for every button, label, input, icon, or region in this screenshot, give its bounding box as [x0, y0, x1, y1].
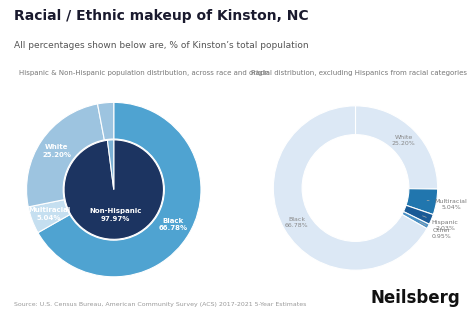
- Text: White
25.20%: White 25.20%: [392, 135, 416, 146]
- Text: Multiracial
5.04%: Multiracial 5.04%: [28, 207, 70, 221]
- Wedge shape: [98, 102, 114, 140]
- Text: White
25.20%: White 25.20%: [42, 144, 71, 158]
- Wedge shape: [406, 189, 438, 215]
- Wedge shape: [27, 104, 104, 207]
- Wedge shape: [403, 205, 433, 224]
- Text: Neilsberg: Neilsberg: [370, 289, 460, 307]
- Text: Other
0.95%: Other 0.95%: [419, 222, 451, 239]
- Text: All percentages shown below are, % of Kinston’s total population: All percentages shown below are, % of Ki…: [14, 41, 309, 50]
- Text: Black
66.78%: Black 66.78%: [285, 217, 309, 228]
- Text: Black
66.78%: Black 66.78%: [159, 217, 188, 231]
- Wedge shape: [38, 102, 201, 277]
- Text: Hispanic
2.03%: Hispanic 2.03%: [423, 216, 458, 231]
- Text: Hispanic & Non-Hispanic population distribution, across race and origin: Hispanic & Non-Hispanic population distr…: [19, 70, 269, 76]
- Text: Racial / Ethnic makeup of Kinston, NC: Racial / Ethnic makeup of Kinston, NC: [14, 9, 309, 23]
- Wedge shape: [402, 212, 429, 228]
- Wedge shape: [108, 140, 114, 190]
- Text: Source: U.S. Census Bureau, American Community Survey (ACS) 2017-2021 5-Year Est: Source: U.S. Census Bureau, American Com…: [14, 301, 307, 307]
- Wedge shape: [64, 140, 164, 239]
- Wedge shape: [356, 106, 438, 189]
- Text: Multiracial
5.04%: Multiracial 5.04%: [427, 199, 467, 210]
- Wedge shape: [28, 200, 70, 233]
- Wedge shape: [273, 106, 427, 270]
- Text: Racial distribution, excluding Hispanics from racial categories: Racial distribution, excluding Hispanics…: [251, 70, 467, 76]
- Text: Non-Hispanic
97.97%: Non-Hispanic 97.97%: [89, 208, 142, 222]
